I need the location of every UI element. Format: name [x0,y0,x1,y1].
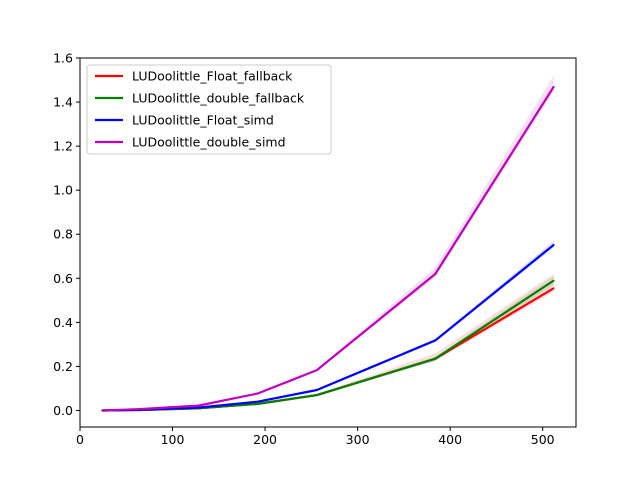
x-tick-label: 100 [161,432,185,447]
y-tick-label: 0.4 [53,315,73,330]
data-point [316,369,318,371]
data-point [552,287,555,290]
x-tick-label: 200 [253,432,277,447]
data-point [434,357,437,360]
legend-label: LUDoolittle_double_simd [132,135,286,150]
data-point [552,279,555,282]
x-tick-label: 0 [76,432,84,447]
axes-frame [79,57,577,428]
y-tick-label: 1.2 [53,139,73,154]
data-point [316,394,318,396]
data-point [316,389,318,391]
legend-label: LUDoolittle_Float_simd [132,113,274,128]
data-point [138,408,141,410]
y-axis-ticks: 0.0 0.2 0.4 0.6 0.8 1.0 1.2 1.4 1.6 [53,51,80,418]
legend-label: LUDoolittle_double_fallback [132,91,305,106]
y-tick-label: 0.2 [53,359,73,374]
x-tick-label: 300 [346,432,370,447]
x-tick-label: 500 [531,432,555,447]
data-point [197,404,200,407]
y-tick-label: 0.0 [53,403,73,418]
data-point [434,339,437,342]
legend-label: LUDoolittle_Float_fallback [132,69,293,84]
x-tick-label: 400 [438,432,462,447]
data-point [197,406,200,409]
y-tick-label: 0.8 [53,227,73,242]
data-point [552,85,555,88]
data-point [256,400,259,403]
y-tick-label: 1.6 [53,51,73,66]
x-axis-ticks: 0 100 200 300 400 500 [76,427,555,447]
data-point [101,409,104,412]
data-point [256,403,259,405]
y-tick-label: 1.0 [53,183,73,198]
data-point [552,244,555,246]
legend: LUDoolittle_Float_fallback LUDoolittle_do… [86,64,332,155]
series-lines [101,85,555,412]
data-point [434,273,437,275]
data-point [256,392,259,395]
legend-box [86,64,332,155]
y-tick-label: 0.6 [53,271,73,286]
y-tick-label: 1.4 [53,95,73,110]
